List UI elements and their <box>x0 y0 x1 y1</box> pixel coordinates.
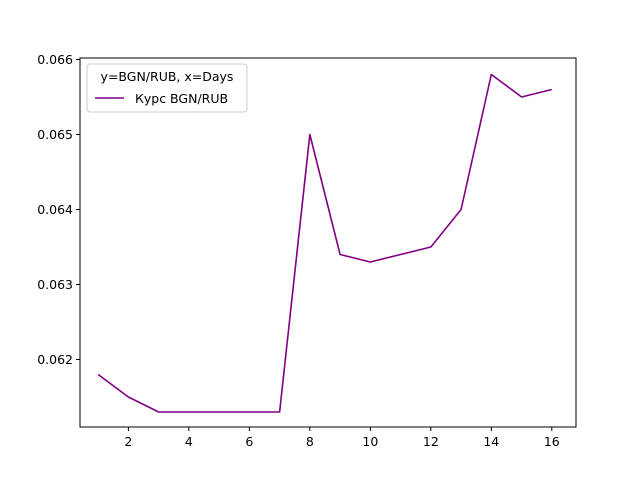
legend-series-label: Курс BGN/RUB <box>135 91 228 106</box>
series-line-0 <box>97 73 552 413</box>
x-tick-label: 8 <box>306 434 314 449</box>
x-tick-label: 6 <box>245 434 253 449</box>
legend-title: y=BGN/RUB, x=Days <box>101 69 234 84</box>
y-tick-label: 0.066 <box>37 52 73 67</box>
plot-frame <box>79 57 577 428</box>
y-tick-label: 0.064 <box>37 202 73 217</box>
y-axis: 0.062 0.063 0.064 0.065 0.066 <box>37 52 80 367</box>
x-tick-label: 16 <box>544 434 560 449</box>
legend-box <box>86 63 248 113</box>
y-tick-label: 0.063 <box>37 277 73 292</box>
legend: y=BGN/RUB, x=Days Курс BGN/RUB <box>86 63 248 113</box>
y-tick-label: 0.065 <box>37 127 73 142</box>
x-tick-label: 14 <box>483 434 499 449</box>
x-tick-label: 2 <box>124 434 132 449</box>
x-tick-label: 10 <box>362 434 378 449</box>
x-tick-label: 12 <box>423 434 439 449</box>
x-tick-label: 4 <box>185 434 193 449</box>
x-axis: 2 4 6 8 10 12 14 16 <box>124 427 560 449</box>
plot-area <box>97 73 552 413</box>
y-tick-label: 0.062 <box>37 352 73 367</box>
